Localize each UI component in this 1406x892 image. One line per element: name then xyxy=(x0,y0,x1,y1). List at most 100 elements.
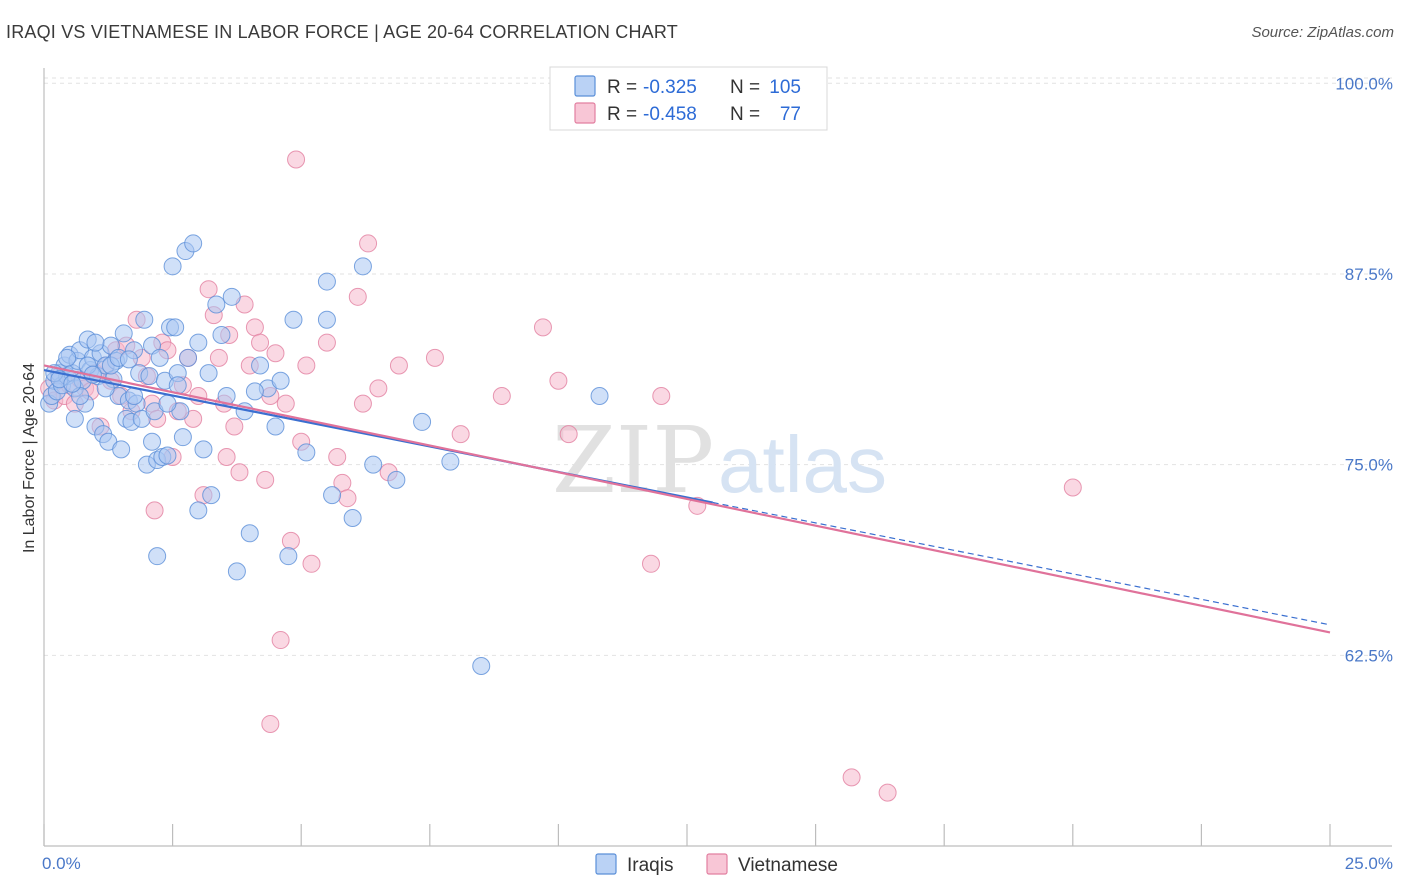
iraqis-point xyxy=(245,382,264,401)
iraqis-point xyxy=(189,333,208,352)
y-axis-label: In Labor Force | Age 20-64 xyxy=(21,363,38,553)
bottom-legend-label-iraqis: Iraqis xyxy=(627,855,673,876)
vietnamese-point xyxy=(145,501,164,520)
iraqis-point xyxy=(140,367,159,386)
vietnamese-point xyxy=(559,425,578,444)
iraqis-point xyxy=(119,350,138,369)
vietnamese-point xyxy=(209,348,228,367)
chart-source: Source: ZipAtlas.com xyxy=(1251,24,1394,41)
vietnamese-point xyxy=(199,280,218,299)
vietnamese-point xyxy=(353,394,372,413)
vietnamese-point xyxy=(245,318,264,337)
bottom-legend: Iraqis Vietnamese xyxy=(595,853,838,876)
iraqis-point xyxy=(179,348,198,367)
legend-swatch-vietnamese xyxy=(574,102,596,124)
vietnamese-trend-line xyxy=(43,364,1331,634)
vietnamese-point xyxy=(302,554,321,573)
vietnamese-point xyxy=(338,489,357,508)
iraqis-point xyxy=(353,257,372,276)
iraqis-point xyxy=(65,409,84,428)
vietnamese-point xyxy=(878,783,897,802)
iraqis-point xyxy=(441,452,460,471)
x-tick-label: 0.0% xyxy=(42,854,81,873)
iraqis-point xyxy=(148,547,167,566)
iraqis-point xyxy=(199,364,218,383)
legend-n-label-vietnamese: N = xyxy=(730,104,760,125)
vietnamese-point xyxy=(389,356,408,375)
iraqis-point xyxy=(323,486,342,505)
legend-n-label-iraqis: N = xyxy=(730,77,760,98)
vietnamese-point xyxy=(533,318,552,337)
iraqis-point xyxy=(86,333,105,352)
iraqis-point xyxy=(158,394,177,413)
vietnamese-point xyxy=(492,386,511,405)
vietnamese-point xyxy=(317,333,336,352)
vietnamese-point xyxy=(1063,478,1082,497)
iraqis-point xyxy=(207,295,226,314)
iraqis-point xyxy=(317,310,336,329)
iraqis-point xyxy=(184,234,203,253)
vietnamese-point xyxy=(652,386,671,405)
legend-r-value-iraqis: -0.325 xyxy=(643,77,697,98)
iraqis-point xyxy=(266,417,285,436)
vietnamese-point xyxy=(261,714,280,733)
chart-title: IRAQI VS VIETNAMESE IN LABOR FORCE | AGE… xyxy=(6,22,678,42)
iraqis-point xyxy=(364,455,383,474)
legend-r-label-vietnamese: R = xyxy=(607,104,637,125)
vietnamese-point xyxy=(281,531,300,550)
iraqis-trend-line-extension xyxy=(712,501,1331,626)
iraqis-point xyxy=(163,257,182,276)
watermark-atlas: atlas xyxy=(718,420,887,509)
vietnamese-point xyxy=(359,234,378,253)
vietnamese-point xyxy=(276,394,295,413)
watermark-zip: ZIP xyxy=(552,407,714,514)
x-tick-label: 25.0% xyxy=(1345,854,1393,873)
iraqis-point xyxy=(189,501,208,520)
iraqis-point xyxy=(343,509,362,528)
legend-r-value-vietnamese: -0.458 xyxy=(643,104,697,125)
iraqis-point xyxy=(222,287,241,306)
legend-box xyxy=(549,66,828,131)
iraqis-point xyxy=(150,348,169,367)
iraqis-point xyxy=(212,325,231,344)
vietnamese-point xyxy=(217,448,236,466)
axes xyxy=(43,68,1392,847)
vietnamese-point xyxy=(287,150,306,169)
iraqis-point xyxy=(158,446,177,465)
vietnamese-point xyxy=(328,448,347,466)
iraqis-point xyxy=(251,356,270,375)
iraqis-point xyxy=(194,440,213,459)
vietnamese-point xyxy=(641,554,660,573)
bottom-legend-swatch-vietnamese xyxy=(706,853,728,875)
vietnamese-point xyxy=(297,356,316,375)
vietnamese-point xyxy=(451,425,470,444)
bottom-legend-label-vietnamese: Vietnamese xyxy=(738,855,838,876)
vietnamese-point xyxy=(225,417,244,436)
y-tick-label: 75.0% xyxy=(1345,456,1393,475)
vietnamese-point xyxy=(842,768,861,787)
vietnamese-point xyxy=(549,371,568,390)
iraqis-point xyxy=(279,547,298,566)
vietnamese-point xyxy=(230,463,249,482)
vietnamese-point xyxy=(271,631,290,650)
vietnamese-point xyxy=(266,344,285,363)
iraqis-point xyxy=(227,562,246,581)
vietnamese-point xyxy=(425,348,444,367)
iraqis-point xyxy=(240,524,259,543)
iraqis-point xyxy=(58,348,77,367)
iraqis-point xyxy=(114,324,133,343)
iraqis-point xyxy=(173,428,192,447)
tick-labels: 62.5% 75.0% 87.5% 100.0% 0.0% 25.0% xyxy=(42,74,1393,873)
watermark: ZIP atlas xyxy=(552,407,887,514)
legend-n-value-vietnamese: 77 xyxy=(780,104,801,125)
y-tick-label: 87.5% xyxy=(1345,265,1393,284)
iraqis-point xyxy=(297,443,316,462)
iraqis-point xyxy=(472,656,491,675)
iraqis-point xyxy=(413,412,432,431)
vietnamese-point xyxy=(251,333,270,352)
bottom-legend-swatch-iraqis xyxy=(595,853,617,875)
iraqis-point xyxy=(135,310,154,329)
legend-swatch-iraqis xyxy=(574,75,596,97)
iraqis-point xyxy=(143,432,162,451)
vietnamese-point xyxy=(256,470,275,489)
